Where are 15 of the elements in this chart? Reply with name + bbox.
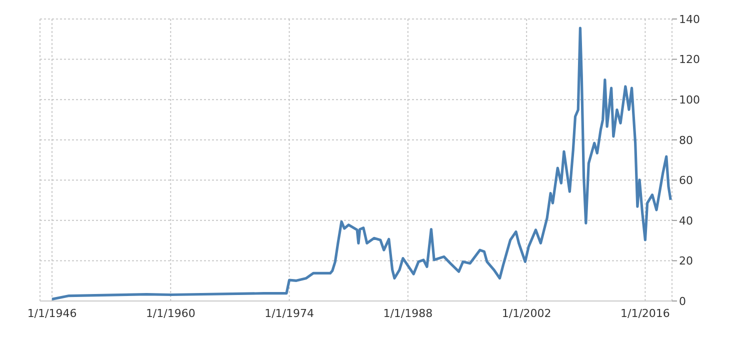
x-tick-label: 1/1/1988 xyxy=(383,306,433,320)
x-tick-label: 1/1/2002 xyxy=(502,306,552,320)
y-tick-label: 80 xyxy=(679,134,693,147)
x-tick-label: 1/1/1960 xyxy=(146,306,196,320)
y-tick-label: 0 xyxy=(679,294,686,308)
line-series xyxy=(50,26,672,300)
y-tick-label: 100 xyxy=(679,93,700,106)
x-tick-label: 1/1/1946 xyxy=(27,306,77,320)
x-tick-label: 1/1/2016 xyxy=(620,306,670,320)
y-tick-label: 60 xyxy=(679,174,693,188)
x-tick-label: 1/1/1974 xyxy=(264,306,314,320)
y-tick-label: 120 xyxy=(679,53,700,66)
y-tick-label: 40 xyxy=(679,214,693,228)
y-tick-label: 20 xyxy=(679,254,693,268)
y-tick-label: 140 xyxy=(679,12,700,26)
